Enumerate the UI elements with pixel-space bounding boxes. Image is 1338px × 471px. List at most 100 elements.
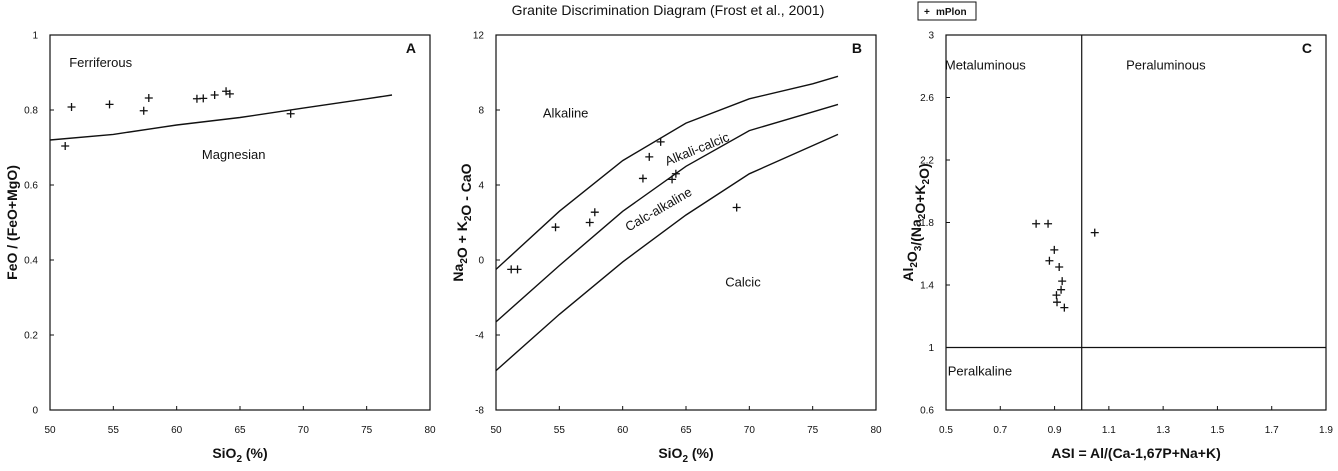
y-tick-label: 1.4 — [920, 281, 934, 292]
boundary-line — [495, 133, 839, 372]
x-tick-label: 0.5 — [939, 425, 953, 436]
data-point — [671, 169, 680, 178]
x-tick-label: 70 — [744, 425, 756, 436]
y-axis-label-c: Al2O3/(Na2O+K2O) — [900, 163, 932, 281]
y-tick-label: 4 — [478, 181, 484, 192]
plot-frame-a — [49, 34, 431, 411]
data-point — [210, 91, 219, 99]
x-tick-label: 60 — [171, 425, 183, 436]
x-tick-label: 1.7 — [1265, 425, 1279, 436]
y-axis-label-a: FeO / (FeO+MgO) — [4, 165, 20, 280]
y-tick-label: 0 — [32, 406, 38, 417]
y-axis-label-b: Na2O + K2O - CaO — [450, 163, 474, 281]
field-label: Alkali-calcic — [663, 129, 732, 169]
x-tick-label: 65 — [680, 425, 692, 436]
y-tick-label: 0.8 — [24, 106, 38, 117]
data-point — [638, 174, 647, 183]
data-point — [645, 152, 654, 161]
x-tick-label: 80 — [870, 425, 882, 436]
data-point — [144, 94, 153, 102]
panel-label-c: C — [1302, 40, 1312, 56]
data-point — [1045, 256, 1054, 265]
data-point — [1050, 245, 1059, 254]
x-tick-label: 1.3 — [1156, 425, 1170, 436]
data-point — [61, 142, 70, 150]
y-tick-label: 2.6 — [920, 93, 934, 104]
x-tick-label: 50 — [44, 425, 56, 436]
data-point — [105, 100, 114, 109]
legend-box — [917, 1, 977, 21]
x-tick-label: 1.9 — [1319, 425, 1333, 436]
field-label: Ferriferous — [69, 55, 132, 70]
data-point — [513, 265, 522, 274]
boundary-line — [49, 94, 393, 141]
data-point — [139, 106, 148, 115]
data-point — [1032, 219, 1041, 228]
data-point — [199, 94, 208, 103]
boundary-line — [495, 75, 839, 270]
field-label: Metaluminous — [945, 57, 1026, 72]
data-point — [1057, 285, 1066, 294]
data-point — [590, 208, 599, 217]
data-point — [585, 218, 594, 227]
data-point — [1053, 298, 1062, 307]
figure-title: Granite Discrimination Diagram (Frost et… — [512, 2, 825, 18]
x-tick-label: 55 — [554, 425, 566, 436]
y-tick-label: 0.2 — [24, 331, 38, 342]
y-tick-label: 1 — [928, 343, 934, 354]
x-tick-label: 55 — [108, 425, 120, 436]
legend: + mPlon — [917, 1, 977, 21]
data-point — [1044, 219, 1053, 228]
chart-panel-c: 0.5 0.7 0.9 1.1 1.3 1.5 1.7 1.9 0.6 1 1.4 1.8 2.2 2.6… — [900, 31, 1333, 462]
legend-marker: + — [924, 7, 930, 18]
x-tick-label: 70 — [298, 425, 310, 436]
data-point — [67, 103, 76, 111]
panel-label-b: B — [852, 40, 862, 56]
y-tick-label: 2.2 — [920, 156, 934, 167]
y-tick-label: 1.8 — [920, 218, 934, 229]
data-point — [1055, 263, 1064, 272]
x-tick-label: 0.7 — [993, 425, 1007, 436]
x-tick-label: 1.1 — [1102, 425, 1116, 436]
y-tick-label: 8 — [478, 106, 484, 117]
y-tick-label: 0.4 — [24, 256, 38, 267]
data-point — [225, 89, 234, 98]
y-tick-label: 12 — [473, 31, 485, 42]
field-label: Peralkaline — [948, 364, 1012, 379]
x-tick-label: 80 — [424, 425, 436, 436]
plot-frame-c — [945, 34, 1327, 411]
y-tick-label: 0.6 — [24, 181, 38, 192]
y-tick-label: 3 — [928, 31, 934, 42]
data-point — [551, 223, 560, 232]
data-point — [1052, 291, 1061, 300]
data-point — [656, 137, 665, 146]
field-label: Magnesian — [202, 147, 266, 162]
boundary-line — [495, 103, 839, 323]
field-label: Alkaline — [543, 106, 589, 121]
data-point — [1058, 277, 1067, 286]
x-axis-label-b: SiO2 (%) — [658, 445, 713, 465]
plot-frame-b — [495, 34, 877, 411]
field-label: Calcic — [725, 274, 761, 289]
field-label: Peraluminous — [1126, 57, 1206, 72]
chart-panel-b: 50 55 60 65 70 75 80 -8 -4 0 4 8 12 Alkaline Alkali-ca… — [450, 31, 882, 466]
y-tick-label: 0.6 — [920, 406, 934, 417]
x-tick-label: 1.5 — [1210, 425, 1224, 436]
data-point — [1060, 303, 1069, 312]
chart-panel-a: 50 55 60 65 70 75 80 0 0.2 0.4 0.6 0.8 1 Ferriferous M… — [4, 31, 436, 466]
legend-label: mPlon — [936, 7, 967, 18]
x-tick-label: 60 — [617, 425, 629, 436]
y-tick-label: -4 — [475, 331, 484, 342]
x-axis-label-a: SiO2 (%) — [212, 445, 267, 465]
x-tick-label: 50 — [490, 425, 502, 436]
y-tick-label: -8 — [475, 406, 484, 417]
panel-label-a: A — [406, 40, 416, 56]
x-tick-label: 0.9 — [1048, 425, 1062, 436]
field-label: Calc-alkaline — [622, 184, 694, 234]
data-point — [668, 175, 677, 184]
y-tick-label: 0 — [478, 256, 484, 267]
data-point — [286, 109, 295, 118]
x-axis-label-c: ASI = Al/(Ca-1,67P+Na+K) — [1051, 445, 1221, 461]
data-point — [1090, 228, 1099, 237]
